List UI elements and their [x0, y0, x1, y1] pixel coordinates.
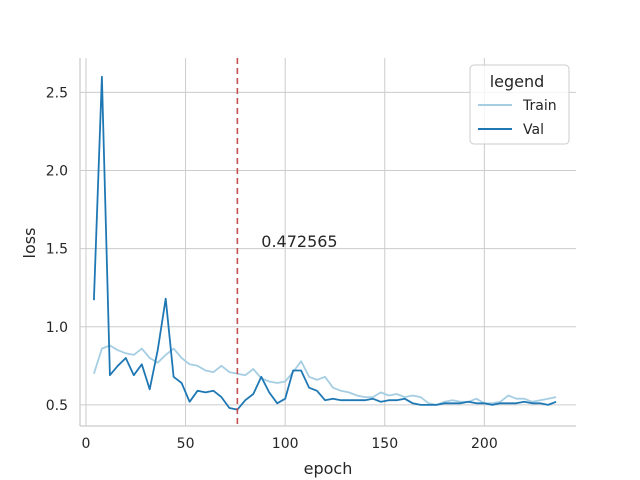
- legend-title: legend: [490, 72, 545, 91]
- legend-label-train: Train: [522, 98, 557, 114]
- axis-spines: [79, 58, 576, 427]
- y-axis-label: loss: [20, 228, 39, 259]
- legend-box: [469, 64, 570, 145]
- series-line-val: [93, 75, 557, 411]
- annotation-value: 0.472565: [261, 232, 337, 251]
- x-tick-label: 150: [371, 436, 398, 452]
- x-tick-label: 100: [272, 436, 299, 452]
- x-tick-labels: 0 50 100 150 200: [82, 436, 498, 452]
- y-tick-label: 2.0: [46, 164, 68, 180]
- series-line-train: [93, 344, 557, 406]
- legend-label-val: Val: [523, 122, 544, 138]
- x-axis-label: epoch: [304, 459, 353, 478]
- legend: legend Train Val: [469, 64, 570, 145]
- x-tick-label: 50: [177, 436, 195, 452]
- y-tick-label: 1.0: [46, 320, 68, 336]
- x-tick-label: 0: [82, 436, 91, 452]
- x-tick-label: 200: [471, 436, 498, 452]
- series-lines: [93, 75, 557, 411]
- y-tick-label: 0.5: [46, 398, 68, 414]
- y-tick-label: 2.5: [46, 85, 68, 101]
- y-tick-label: 1.5: [46, 242, 68, 258]
- y-tick-labels: 0.5 1.0 1.5 2.0 2.5: [46, 85, 68, 414]
